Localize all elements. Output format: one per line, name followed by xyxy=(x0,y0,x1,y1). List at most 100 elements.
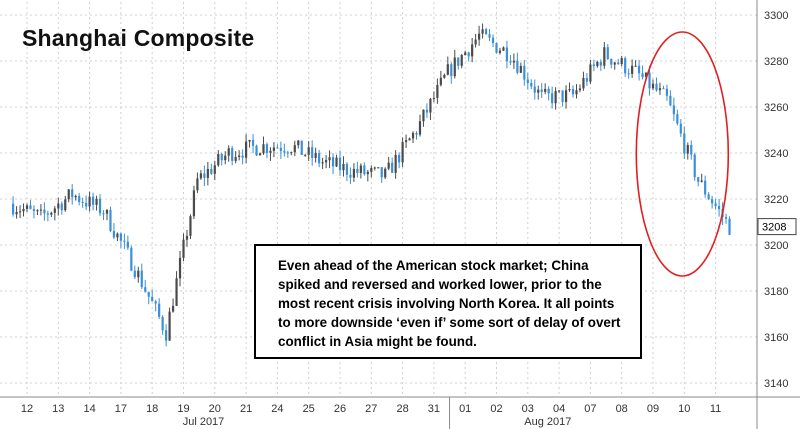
candle-body xyxy=(474,39,477,45)
candle-body xyxy=(53,208,56,213)
candle-body xyxy=(234,156,237,161)
candle-body xyxy=(262,144,265,154)
candle-body xyxy=(168,311,171,341)
candle-body xyxy=(655,83,658,91)
x-tick-label: 04 xyxy=(553,403,565,415)
candle-body xyxy=(537,89,540,93)
x-tick-label: 01 xyxy=(459,403,471,415)
candle-body xyxy=(352,168,356,178)
candle-body xyxy=(60,203,63,211)
candle-body xyxy=(248,139,251,142)
x-tick-label: 21 xyxy=(240,403,252,415)
candle-body xyxy=(533,86,536,93)
candle-body xyxy=(391,162,394,173)
candle-body xyxy=(286,152,289,154)
x-tick-label: 03 xyxy=(522,403,534,415)
y-tick-label: 3220 xyxy=(764,194,788,206)
candle-body xyxy=(342,163,345,171)
x-tick-label: 20 xyxy=(209,403,221,415)
candle-body xyxy=(46,213,49,215)
candle-body xyxy=(554,90,557,104)
candle-body xyxy=(311,147,314,158)
candle-layer xyxy=(11,23,731,347)
candle-body xyxy=(91,196,95,205)
candle-body xyxy=(422,109,425,122)
overlay-layer: 3208 xyxy=(635,31,797,277)
candle-body xyxy=(220,153,223,161)
candle-body xyxy=(57,203,60,209)
candle-body xyxy=(297,140,300,146)
candle-body xyxy=(182,239,185,258)
candle-body xyxy=(370,168,373,172)
x-tick-label: 24 xyxy=(271,403,283,415)
candle-body xyxy=(610,58,613,65)
candle-body xyxy=(359,165,362,173)
candle-body xyxy=(36,210,39,212)
x-tick-label: 17 xyxy=(115,403,127,415)
candle-body xyxy=(331,157,335,167)
candle-body xyxy=(304,154,307,156)
candle-body xyxy=(530,82,533,87)
candle-body xyxy=(547,88,550,94)
candle-body xyxy=(457,57,460,66)
candle-body xyxy=(231,148,234,161)
candle-body xyxy=(690,145,693,155)
candle-body xyxy=(67,189,70,200)
candle-body xyxy=(29,205,32,209)
candle-body xyxy=(683,133,686,154)
candle-body xyxy=(471,44,474,57)
candle-body xyxy=(641,73,644,78)
candle-body xyxy=(429,98,432,113)
candle-body xyxy=(265,144,269,153)
last-value-marker xyxy=(757,218,797,236)
candle-body xyxy=(436,84,439,99)
candle-body xyxy=(217,153,220,166)
x-tick-label: 19 xyxy=(177,403,189,415)
candle-body xyxy=(126,241,129,248)
y-tick-label: 3180 xyxy=(764,286,788,298)
candle-body xyxy=(724,217,728,219)
candle-body xyxy=(238,155,241,157)
candle-body xyxy=(509,61,512,63)
candle-body xyxy=(109,209,112,232)
candle-body xyxy=(133,270,136,278)
candle-body xyxy=(432,98,435,100)
candle-body xyxy=(377,167,380,169)
candle-body xyxy=(154,301,157,304)
candle-body xyxy=(676,114,679,124)
candle-body xyxy=(283,151,286,153)
candle-body xyxy=(425,109,429,113)
candle-body xyxy=(408,138,411,141)
y-tick-label: 3300 xyxy=(764,10,788,22)
candle-body xyxy=(387,162,390,169)
x-tick-label: 10 xyxy=(678,403,690,415)
candle-body xyxy=(578,88,582,91)
annotation-box: Even ahead of the American stock market;… xyxy=(254,244,642,359)
candle-body xyxy=(603,47,606,66)
candle-body xyxy=(255,145,258,156)
candle-body xyxy=(338,157,342,171)
candle-body xyxy=(74,195,77,198)
candle-body xyxy=(662,88,665,90)
candle-body xyxy=(39,209,43,211)
candle-body xyxy=(11,203,15,215)
candle-body xyxy=(318,153,321,164)
y-tick-label: 3140 xyxy=(764,378,788,390)
candle-body xyxy=(711,199,714,204)
candle-body xyxy=(516,60,519,73)
candle-body xyxy=(123,240,126,242)
candle-body xyxy=(78,195,81,202)
candle-body xyxy=(411,133,415,139)
candle-body xyxy=(245,141,248,158)
x-tick-label: 18 xyxy=(146,403,158,415)
candle-body xyxy=(446,64,449,75)
x-tick-label: 11 xyxy=(710,403,721,415)
candle-body xyxy=(192,190,196,217)
candle-body xyxy=(491,37,495,44)
candle-body xyxy=(651,83,655,89)
x-tick-label: 07 xyxy=(584,403,596,415)
candle-body xyxy=(71,189,74,198)
candle-body xyxy=(634,65,637,67)
candle-body xyxy=(380,167,383,178)
